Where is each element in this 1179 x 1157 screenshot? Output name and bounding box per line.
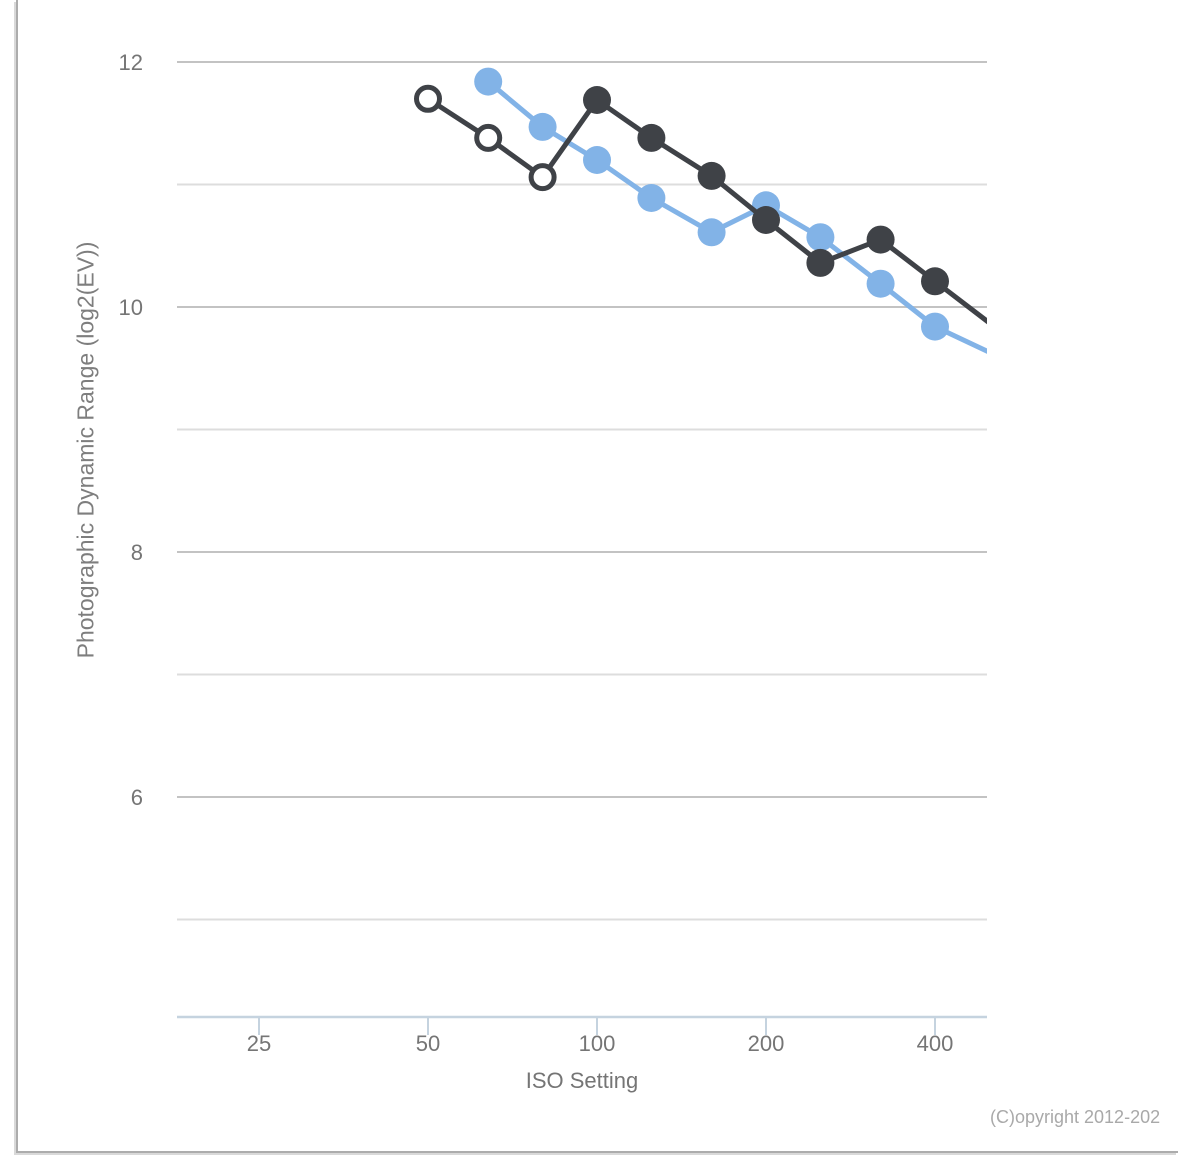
y-tick-label: 8: [131, 540, 143, 565]
data-point-marker-open[interactable]: [414, 84, 442, 113]
data-point-marker[interactable]: [752, 206, 780, 234]
x-axis-title: ISO Setting: [525, 1068, 639, 1093]
data-point-marker[interactable]: [866, 269, 895, 298]
series-dark: [414, 84, 987, 325]
gridlines: [177, 61, 987, 921]
y-tick-label: 6: [131, 785, 143, 810]
data-point-marker[interactable]: [697, 218, 726, 247]
series-blue-line: [485, 79, 987, 354]
data-point-marker[interactable]: [921, 267, 949, 296]
x-tick-label: 200: [748, 1031, 785, 1056]
x-axis: 25 50 100 200 400: [177, 1015, 987, 1056]
x-tick-label: 400: [917, 1031, 954, 1056]
data-point-marker[interactable]: [637, 184, 666, 212]
data-point-marker[interactable]: [806, 223, 835, 252]
data-point-marker[interactable]: [697, 161, 726, 190]
chart-frame: [16, 0, 1178, 1153]
data-point-marker[interactable]: [583, 146, 611, 174]
x-tick-label: 100: [579, 1031, 616, 1056]
data-point-marker[interactable]: [921, 312, 949, 341]
data-point-marker[interactable]: [866, 225, 895, 254]
x-tick-label: 50: [416, 1031, 440, 1056]
data-point-marker[interactable]: [528, 112, 557, 141]
y-tick-label: 10: [119, 295, 143, 320]
data-point-marker[interactable]: [474, 67, 503, 96]
y-tick-label: 12: [119, 50, 143, 75]
data-point-marker[interactable]: [583, 86, 611, 114]
data-point-marker[interactable]: [806, 248, 835, 277]
y-axis-title: Photographic Dynamic Range (log2(EV)): [72, 241, 99, 659]
y-tick-labels: 12 10 8 6: [119, 50, 143, 810]
series-dark-line: [425, 96, 987, 325]
data-point-marker-open[interactable]: [528, 163, 557, 192]
series-blue: [474, 67, 987, 354]
copyright-notice: (C)opyright 2012-202: [990, 1107, 1161, 1127]
x-tick-label: 25: [247, 1031, 271, 1056]
data-point-marker-open[interactable]: [474, 123, 503, 152]
data-point-marker[interactable]: [637, 123, 666, 152]
